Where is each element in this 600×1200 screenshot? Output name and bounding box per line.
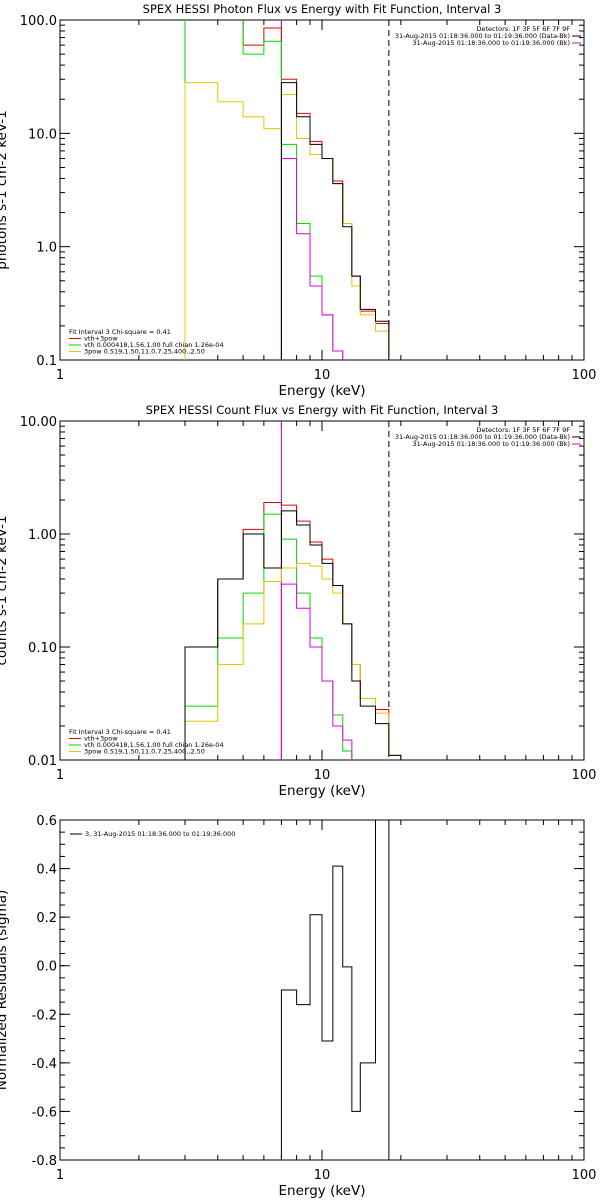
y-tick-label: 0.10 — [28, 641, 57, 656]
chart-title: SPEX HESSI Count Flux vs Energy with Fit… — [146, 403, 499, 417]
x-tick-label: 100 — [572, 368, 597, 383]
series-4-line — [280, 157, 344, 360]
fit-legend-header: Fit Interval 3 Chi-square = 0.41 — [69, 728, 171, 736]
y-tick-label: 0.6 — [36, 814, 57, 829]
fit-legend-entry: vth+3pow — [84, 735, 118, 743]
data-legend-header: Detectors: 1F 3F 5F 6F 7F 9F — [476, 25, 570, 33]
plot-frame — [59, 420, 585, 761]
x-tick-label: 1 — [56, 1168, 64, 1183]
y-axis-label: photons s-1 cm-2 keV-1 — [0, 110, 10, 269]
x-axis: 1 10 100 Energy (keV) — [56, 820, 597, 1199]
data-legend-entry: 3, 31-Aug-2015 01:18:36.000 to 01:19:36.… — [85, 830, 235, 838]
data-series — [184, 421, 402, 760]
fit-legend-header: Fit Interval 3 Chi-square = 0.41 — [69, 328, 171, 336]
x-tick-label: 1 — [56, 368, 64, 383]
data-legend-header: Detectors: 1F 3F 5F 6F 7F 9F — [476, 426, 570, 434]
series-5-line — [184, 510, 402, 760]
panel-2: SPEX HESSI Count Flux vs Energy with Fit… — [0, 403, 597, 799]
x-tick-label: 100 — [572, 1168, 597, 1183]
fit-legend-entry: vth 0.000418,1.56,1.00 full chian 1.26e-… — [84, 741, 224, 749]
series-1-line — [280, 820, 390, 1160]
y-axis: 0.01 0.10 1.00 10.00 counts s-1 cm-2 keV-1 — [0, 415, 584, 769]
y-tick-label: -0.4 — [32, 1057, 57, 1072]
y-tick-label: 1.0 — [36, 241, 57, 256]
y-axis: 0.1 1.0 10.0 100.0 photons s-1 cm-2 keV-1 — [0, 14, 584, 369]
fit-legend: Fit Interval 3 Chi-square = 0.41vth+3pow… — [69, 328, 224, 356]
series-4-line — [280, 583, 353, 760]
fit-legend: Fit Interval 3 Chi-square = 0.41vth+3pow… — [69, 728, 224, 756]
data-series — [184, 20, 390, 360]
series-2-line — [184, 513, 353, 760]
fit-legend-entry: 3pow 0.519,1.50,11.0,7.25,400.,2.50 — [84, 748, 205, 756]
x-tick-label: 10 — [314, 768, 331, 783]
y-tick-label: 10.00 — [20, 415, 57, 430]
y-tick-label: 0.4 — [36, 863, 57, 878]
chart-title: SPEX HESSI Photon Flux vs Energy with Fi… — [143, 2, 502, 16]
data-legend: 3, 31-Aug-2015 01:18:36.000 to 01:19:36.… — [70, 830, 235, 838]
y-tick-label: 0.1 — [36, 354, 57, 369]
y-tick-label: -0.8 — [32, 1154, 57, 1169]
x-axis: 1 10 100 Energy (keV) — [56, 20, 597, 399]
y-tick-label: 100.0 — [20, 14, 57, 29]
x-tick-label: 1 — [56, 768, 64, 783]
series-5-line — [280, 82, 390, 360]
x-tick-label: 100 — [572, 768, 597, 783]
panel-1: SPEX HESSI Photon Flux vs Energy with Fi… — [0, 2, 597, 399]
x-axis-label: Energy (keV) — [279, 383, 366, 399]
x-tick-label: 10 — [314, 1168, 331, 1183]
y-tick-label: 0.01 — [28, 754, 57, 769]
y-tick-label: 0.2 — [36, 911, 57, 926]
data-legend-entry: 31-Aug-2015 01:18:36.000 to 01:19:36.000… — [395, 32, 570, 40]
data-legend-entry: 31-Aug-2015 01:18:36.000 to 01:19:36.000… — [413, 39, 570, 47]
y-tick-label: 1.00 — [28, 528, 57, 543]
y-axis: -0.8 -0.6 -0.4 -0.2 0.0 0.2 0.4 0.6 Normalized R… — [0, 814, 584, 1169]
y-tick-label: 0.0 — [36, 960, 57, 975]
fit-legend-entry: vth 0.000418,1.56,1.00 full chian 1.26e-… — [84, 341, 224, 349]
fit-legend-entry: 3pow 0.519,1.50,11.0,7.25,400.,2.50 — [84, 348, 205, 356]
series-3-line — [184, 562, 402, 760]
data-legend: Detectors: 1F 3F 5F 6F 7F 9F31-Aug-2015 … — [395, 25, 581, 47]
data-legend-entry: 31-Aug-2015 01:18:36.000 to 01:19:36.000… — [395, 433, 570, 441]
x-axis-label: Energy (keV) — [279, 783, 366, 799]
data-series — [280, 820, 390, 1160]
y-tick-label: 10.0 — [28, 127, 57, 142]
data-legend: Detectors: 1F 3F 5F 6F 7F 9F31-Aug-2015 … — [395, 426, 581, 448]
x-axis-label: Energy (keV) — [279, 1183, 366, 1199]
series-3-line — [184, 82, 390, 360]
y-axis-label: counts s-1 cm-2 keV-1 — [0, 515, 10, 665]
y-tick-label: -0.2 — [32, 1008, 57, 1023]
data-legend-entry: 31-Aug-2015 01:18:36.000 to 01:19:36.000… — [413, 440, 570, 448]
y-axis-label: Normalized Residuals (sigma) — [0, 890, 10, 1091]
y-tick-label: -0.6 — [32, 1105, 57, 1120]
x-tick-label: 10 — [314, 368, 331, 383]
fit-legend-entry: vth+3pow — [84, 335, 118, 343]
panel-3: 1 10 100 Energy (keV) -0.8 -0.6 -0.4 -0.2 0.0 0.2… — [0, 814, 597, 1199]
